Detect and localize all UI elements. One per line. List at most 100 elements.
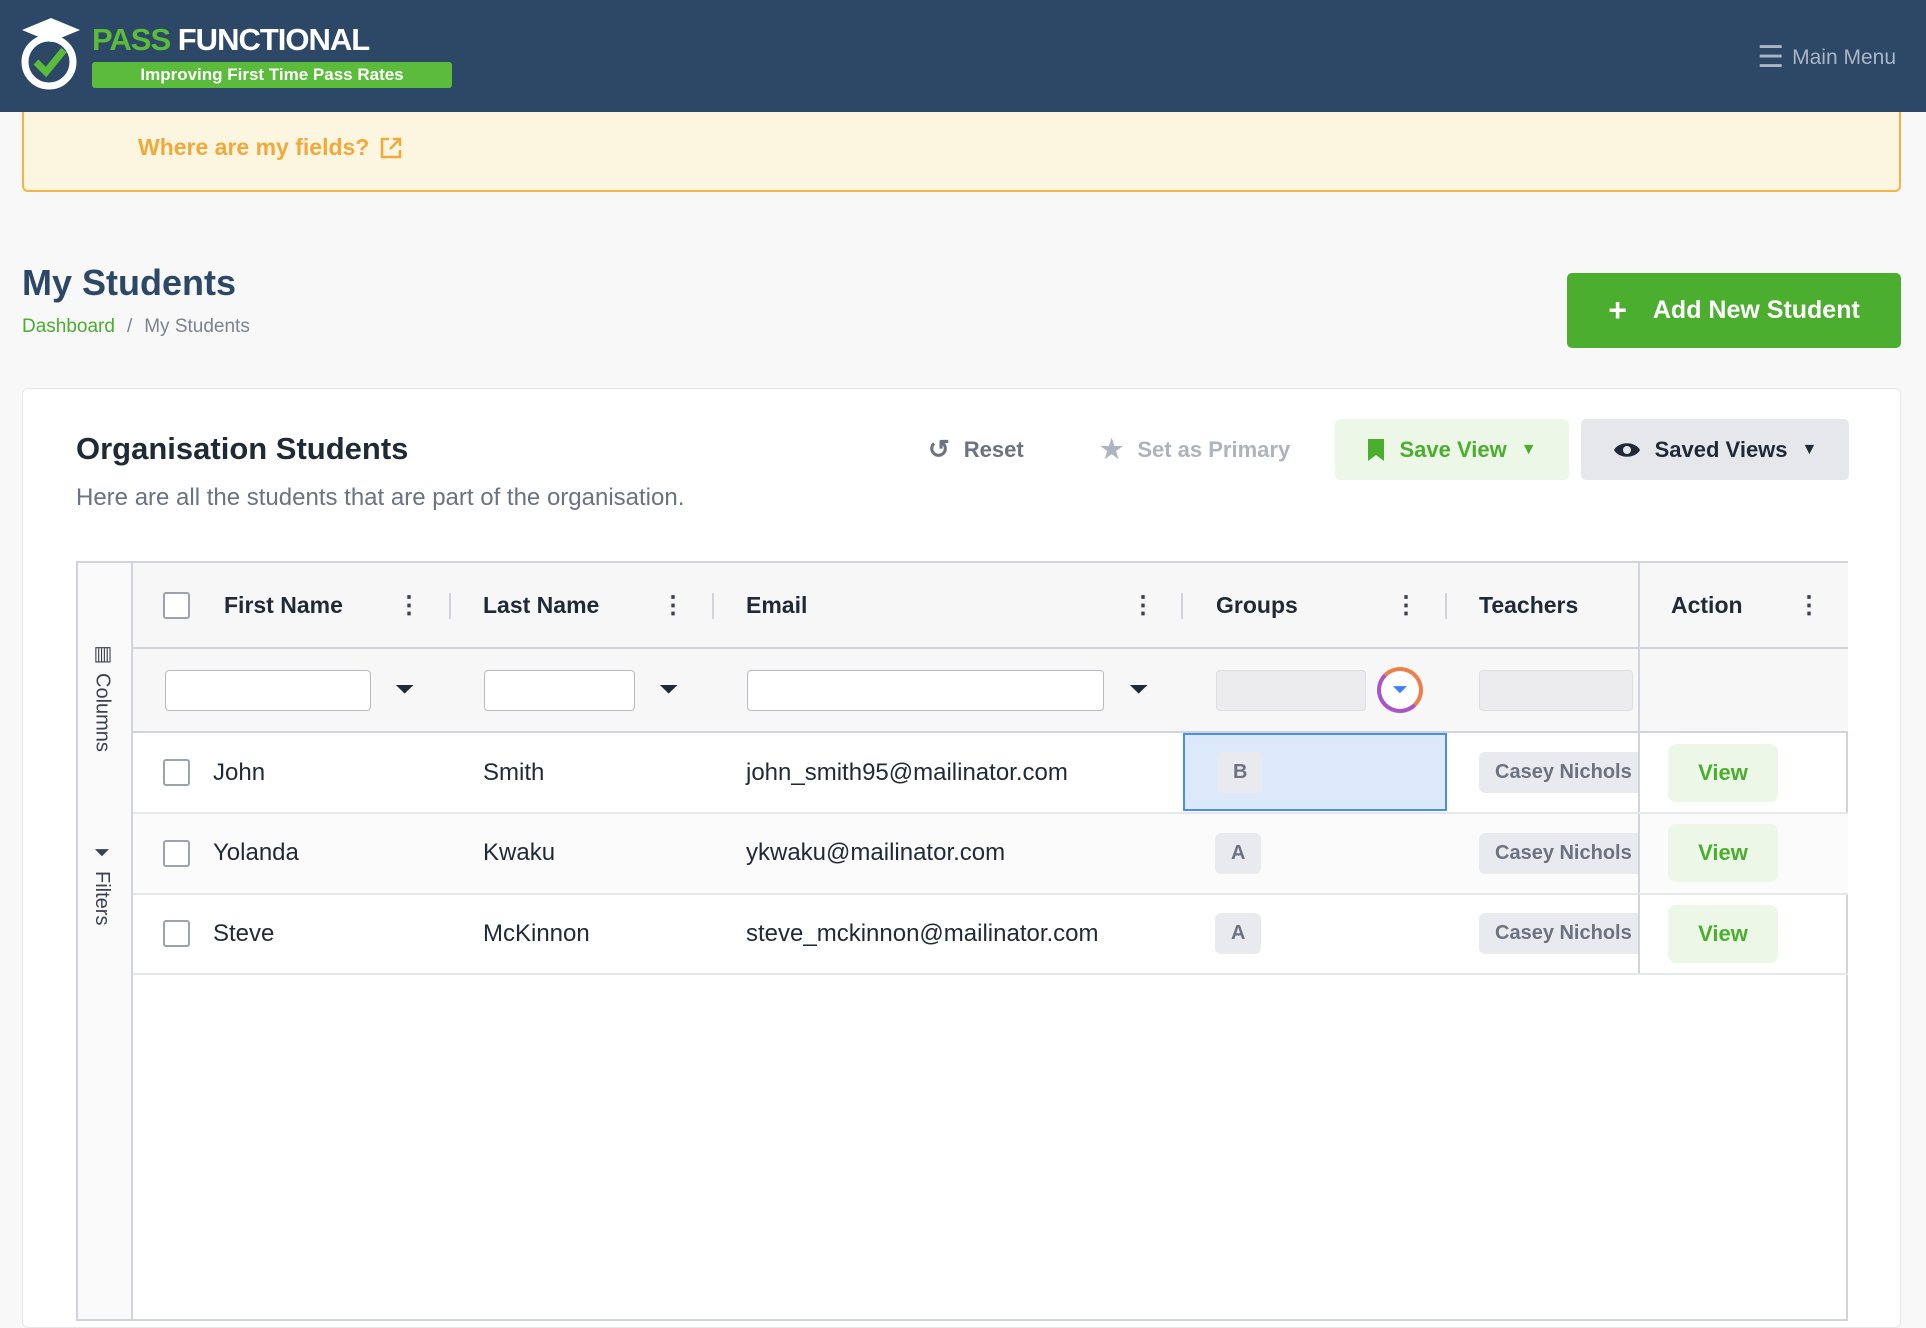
breadcrumb-dashboard[interactable]: Dashboard	[22, 316, 115, 337]
view-button[interactable]: View	[1668, 743, 1778, 802]
last-name-cell: Kwaku	[483, 839, 556, 866]
filter-icon[interactable]: ⏷	[395, 676, 415, 703]
card-title: Organisation Students	[76, 431, 409, 466]
hamburger-icon: ☰	[1757, 41, 1785, 74]
saved-views-button[interactable]: Saved Views ▼	[1581, 419, 1849, 480]
group-chip: A	[1215, 832, 1262, 874]
email-cell: ykwaku@mailinator.com	[746, 839, 1006, 866]
view-button[interactable]: View	[1668, 904, 1778, 963]
main-menu-button[interactable]: ☰ Main Menu	[1757, 40, 1896, 75]
save-view-button[interactable]: Save View ▼	[1335, 419, 1569, 480]
column-resize-handle[interactable]	[449, 593, 451, 619]
page-title: My Students	[22, 262, 237, 303]
pinned-column-divider	[1638, 733, 1640, 812]
columns-label: Columns	[91, 673, 114, 752]
groups-filter-input[interactable]	[1216, 669, 1366, 711]
top-navbar: PASS FUNCTIONAL SKILLS Improving First T…	[0, 0, 1926, 112]
column-header-last-name[interactable]: Last Name	[483, 591, 600, 618]
row-checkbox[interactable]	[163, 839, 190, 867]
last-name-cell: McKinnon	[483, 919, 590, 947]
table-row[interactable]: Yolanda Kwaku ykwaku@mailinator.com A Ca…	[133, 813, 1848, 895]
column-header-email[interactable]: Email	[746, 591, 808, 618]
link-label: Where are my fields?	[138, 134, 370, 160]
teachers-cell: Casey Nichols	[1479, 733, 1638, 812]
teacher-chip: Casey Nichols	[1479, 832, 1638, 874]
add-button-label: Add New Student	[1652, 296, 1860, 324]
logo-tagline: Improving First Time Pass Rates	[92, 62, 452, 88]
columns-icon: ▥	[91, 641, 113, 665]
row-checkbox[interactable]	[163, 920, 190, 947]
groups-cell[interactable]: A	[1183, 894, 1447, 973]
teachers-cell: Casey Nichols	[1479, 814, 1638, 893]
save-view-label: Save View	[1399, 436, 1507, 462]
last-name-cell: Smith	[483, 758, 545, 786]
grid-side-bar: ▥ Columns ⏷ Filters	[78, 563, 133, 1319]
where-are-my-fields-link[interactable]: Where are my fields?	[138, 134, 403, 161]
column-header-teachers[interactable]: Teachers	[1479, 591, 1579, 618]
column-resize-handle[interactable]	[712, 593, 714, 619]
table-row[interactable]: Steve McKinnon steve_mckinnon@mailinator…	[133, 894, 1848, 975]
filters-label: Filters	[91, 871, 113, 926]
bookmark-icon	[1368, 438, 1385, 461]
table-row[interactable]: John Smith john_smith95@mailinator.com B…	[133, 733, 1848, 814]
set-primary-label: Set as Primary	[1137, 436, 1291, 462]
breadcrumb-separator: /	[126, 316, 133, 337]
group-chip: B	[1217, 751, 1264, 793]
add-new-student-button[interactable]: + Add New Student	[1567, 273, 1901, 348]
pinned-column-divider	[1638, 894, 1640, 973]
view-button[interactable]: View	[1668, 824, 1778, 882]
breadcrumb: Dashboard / My Students	[22, 316, 250, 338]
email-filter-input[interactable]	[747, 669, 1104, 711]
column-resize-handle[interactable]	[1181, 593, 1183, 619]
filter-icon[interactable]: ⏷	[659, 676, 679, 703]
graduation-check-icon	[21, 18, 80, 90]
email-cell: john_smith95@mailinator.com	[746, 758, 1068, 786]
plus-icon: +	[1608, 292, 1627, 328]
card-subtitle: Here are all the students that are part …	[76, 484, 685, 511]
first-name-filter-input[interactable]	[165, 669, 371, 711]
filter-icon: ⏷	[91, 843, 113, 863]
caret-down-icon: ▼	[1520, 440, 1537, 458]
column-resize-handle[interactable]	[1445, 593, 1447, 619]
first-name-cell: John	[213, 758, 266, 786]
row-checkbox[interactable]	[163, 759, 190, 786]
last-name-filter-input[interactable]	[484, 669, 635, 711]
eye-icon	[1613, 442, 1640, 457]
reset-label: Reset	[963, 436, 1024, 462]
column-header-groups[interactable]: Groups	[1216, 591, 1298, 618]
set-as-primary-button[interactable]: ★ Set as Primary	[1100, 419, 1290, 480]
teacher-chip: Casey Nichols	[1479, 913, 1638, 954]
first-name-cell: Yolanda	[213, 839, 299, 866]
select-all-checkbox[interactable]	[163, 591, 190, 619]
groups-filter-active-icon[interactable]: ⏷	[1377, 667, 1423, 713]
filter-icon[interactable]: ⏷	[1129, 676, 1149, 703]
column-menu-icon[interactable]: ⋮	[1394, 592, 1418, 619]
star-icon: ★	[1100, 434, 1124, 464]
filters-tab[interactable]: ⏷ Filters	[90, 843, 113, 925]
pinned-column-divider	[1638, 813, 1640, 893]
column-menu-icon[interactable]: ⋮	[1131, 592, 1155, 619]
column-header-first-name[interactable]: First Name	[224, 591, 343, 618]
pinned-column-divider	[1638, 649, 1640, 731]
groups-cell[interactable]: B	[1183, 733, 1447, 811]
pinned-column-divider	[1638, 563, 1640, 647]
column-menu-icon[interactable]: ⋮	[397, 592, 421, 619]
filter-row: ⏷ ⏷ ⏷ ⏷	[133, 649, 1848, 733]
header-row: First Name ⋮ Last Name ⋮ Email ⋮ Groups …	[133, 563, 1848, 649]
breadcrumb-current: My Students	[144, 316, 250, 337]
external-link-icon	[381, 137, 402, 158]
logo[interactable]: PASS FUNCTIONAL SKILLS Improving First T…	[18, 16, 458, 96]
group-chip: A	[1215, 913, 1262, 954]
columns-tab[interactable]: ▥ Columns	[90, 641, 114, 752]
main-menu-label: Main Menu	[1792, 45, 1896, 69]
groups-cell[interactable]: A	[1183, 814, 1447, 893]
teachers-filter-input[interactable]	[1479, 669, 1633, 711]
column-menu-icon[interactable]: ⋮	[1797, 592, 1821, 619]
teachers-cell: Casey Nichols	[1479, 894, 1638, 973]
column-header-action[interactable]: Action	[1671, 591, 1743, 618]
students-grid: ▥ Columns ⏷ Filters First Name ⋮ Last Name…	[76, 561, 1848, 1321]
email-cell: steve_mckinnon@mailinator.com	[746, 919, 1099, 947]
reset-button[interactable]: ↺ Reset	[928, 419, 1024, 480]
first-name-cell: Steve	[213, 919, 275, 947]
column-menu-icon[interactable]: ⋮	[661, 592, 685, 619]
